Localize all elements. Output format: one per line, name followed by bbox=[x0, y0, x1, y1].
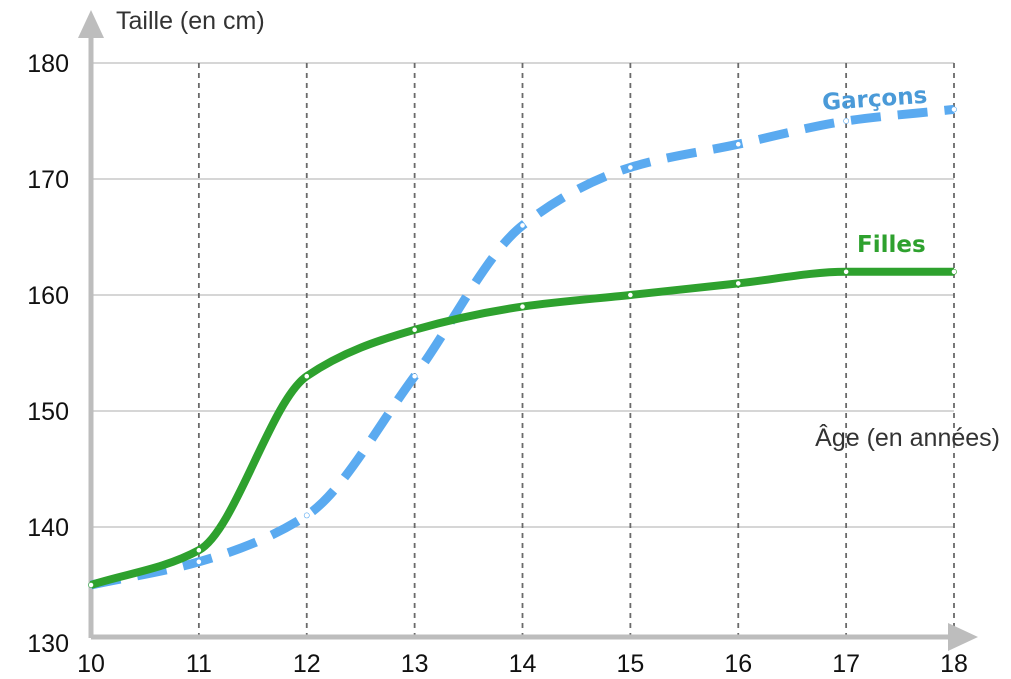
data-point bbox=[735, 141, 742, 148]
x-tick-label: 16 bbox=[724, 650, 752, 678]
x-tick-label: 17 bbox=[832, 650, 860, 678]
data-point bbox=[843, 268, 850, 275]
x-tick-label: 11 bbox=[186, 650, 212, 678]
series-line-garcons bbox=[90, 104, 955, 590]
data-point bbox=[411, 373, 418, 380]
x-tick-label: 13 bbox=[401, 650, 429, 678]
y-tick-label: 140 bbox=[27, 514, 69, 542]
data-point bbox=[195, 547, 202, 554]
data-point bbox=[195, 558, 202, 565]
y-tick-label: 150 bbox=[27, 398, 69, 426]
x-axis-title: Âge (en années) bbox=[815, 423, 1000, 452]
x-tick-label: 14 bbox=[509, 650, 537, 678]
grid bbox=[91, 62, 955, 643]
y-axis-arrow bbox=[78, 10, 104, 38]
series-line-filles bbox=[89, 267, 954, 589]
x-axis-arrow bbox=[948, 623, 978, 651]
data-point bbox=[519, 222, 526, 229]
y-axis-title: Taille (en cm) bbox=[116, 7, 265, 35]
tick-labels: 130 140 150 160 170 180 10 11 12 13 14 15 16 17 18 bbox=[27, 50, 968, 678]
x-tick-label: 10 bbox=[77, 650, 105, 678]
data-point bbox=[303, 512, 310, 519]
data-point bbox=[735, 280, 742, 287]
data-point bbox=[88, 582, 94, 588]
data-point bbox=[627, 292, 634, 298]
x-tick-label: 12 bbox=[293, 650, 321, 678]
data-point bbox=[519, 303, 526, 310]
y-tick-label: 170 bbox=[27, 166, 69, 194]
axes bbox=[78, 10, 978, 651]
data-point bbox=[951, 268, 957, 275]
data-point bbox=[843, 118, 850, 124]
data-point bbox=[303, 373, 310, 380]
series bbox=[88, 104, 957, 590]
y-tick-label: 180 bbox=[27, 50, 69, 78]
x-tick-label: 18 bbox=[940, 650, 968, 678]
data-point bbox=[627, 164, 634, 171]
data-point bbox=[951, 106, 957, 113]
y-tick-label: 160 bbox=[27, 282, 69, 310]
x-tick-label: 15 bbox=[616, 650, 644, 678]
data-point bbox=[411, 326, 418, 333]
series-label-filles: Filles bbox=[857, 232, 926, 258]
y-tick-label: 130 bbox=[27, 630, 69, 658]
